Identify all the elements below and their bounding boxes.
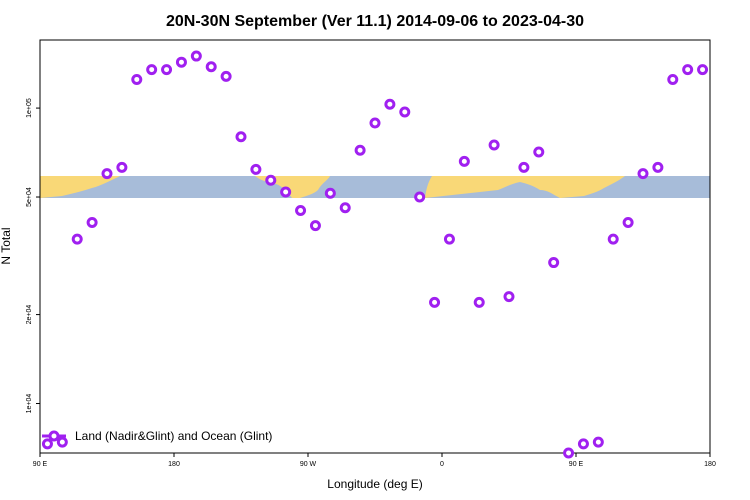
data-point [518,161,530,173]
data-point [503,291,515,303]
chart-title: 20N-30N September (Ver 11.1) 2014-09-06 … [166,13,584,30]
data-point [488,139,500,151]
legend: Land (Nadir&Glint) and Ocean (Glint) [42,429,272,443]
data-point [592,436,604,448]
data-point [146,64,158,76]
data-point [295,205,307,217]
data-point [443,233,455,245]
land-asia-east [462,178,492,189]
data-point [697,64,709,76]
data-point [667,73,679,85]
data-point [548,257,560,269]
data-point [399,106,411,118]
data-point [563,447,575,459]
x-axis: 90 E 180 90 W 0 90 E 180 [33,453,716,468]
data-point [161,64,173,76]
data-point [280,186,292,198]
data-point [414,191,426,203]
data-point [637,168,649,180]
data-point [220,70,232,82]
data-point [56,436,68,448]
data-point [190,50,202,62]
data-point [131,73,143,85]
data-point [384,98,396,110]
plot-area [39,39,711,454]
data-point [41,438,53,450]
y-tick-label: 2e+04 [26,305,33,325]
data-point [607,233,619,245]
data-point [369,117,381,129]
land-asia [40,176,120,198]
data-point [205,61,217,73]
data-point [622,216,634,228]
data-point [682,64,694,76]
data-points [41,50,709,459]
data-point [116,161,128,173]
x-axis-label: Longitude (deg E) [327,477,422,491]
legend-label: Land (Nadir&Glint) and Ocean (Glint) [75,429,272,443]
data-point [473,296,485,308]
data-point [324,187,336,199]
y-axis: 1e+04 2e+04 5e+04 1e+05 [26,98,40,413]
data-point [458,155,470,167]
legend-marker [48,430,60,442]
data-point [339,202,351,214]
x-tick-label: 180 [704,461,716,468]
data-point [71,233,83,245]
x-tick-label: 90 W [300,461,317,468]
data-point [309,220,321,232]
x-tick-label: 90 E [33,461,48,468]
y-tick-label: 1e+04 [26,394,33,414]
y-tick-label: 1e+05 [26,98,33,118]
y-axis-label: N Total [0,227,13,264]
data-point [265,174,277,186]
x-tick-label: 90 E [569,461,584,468]
data-point [652,161,664,173]
x-tick-label: 0 [440,461,444,468]
map-band [40,176,710,198]
data-point [354,144,366,156]
data-point [250,163,262,175]
data-point [429,296,441,308]
x-tick-label: 180 [168,461,180,468]
data-point [235,131,247,143]
data-point [175,56,187,68]
data-point [101,168,113,180]
data-point [533,146,545,158]
data-point [577,438,589,450]
y-tick-label: 5e+04 [26,187,33,207]
data-point [86,216,98,228]
